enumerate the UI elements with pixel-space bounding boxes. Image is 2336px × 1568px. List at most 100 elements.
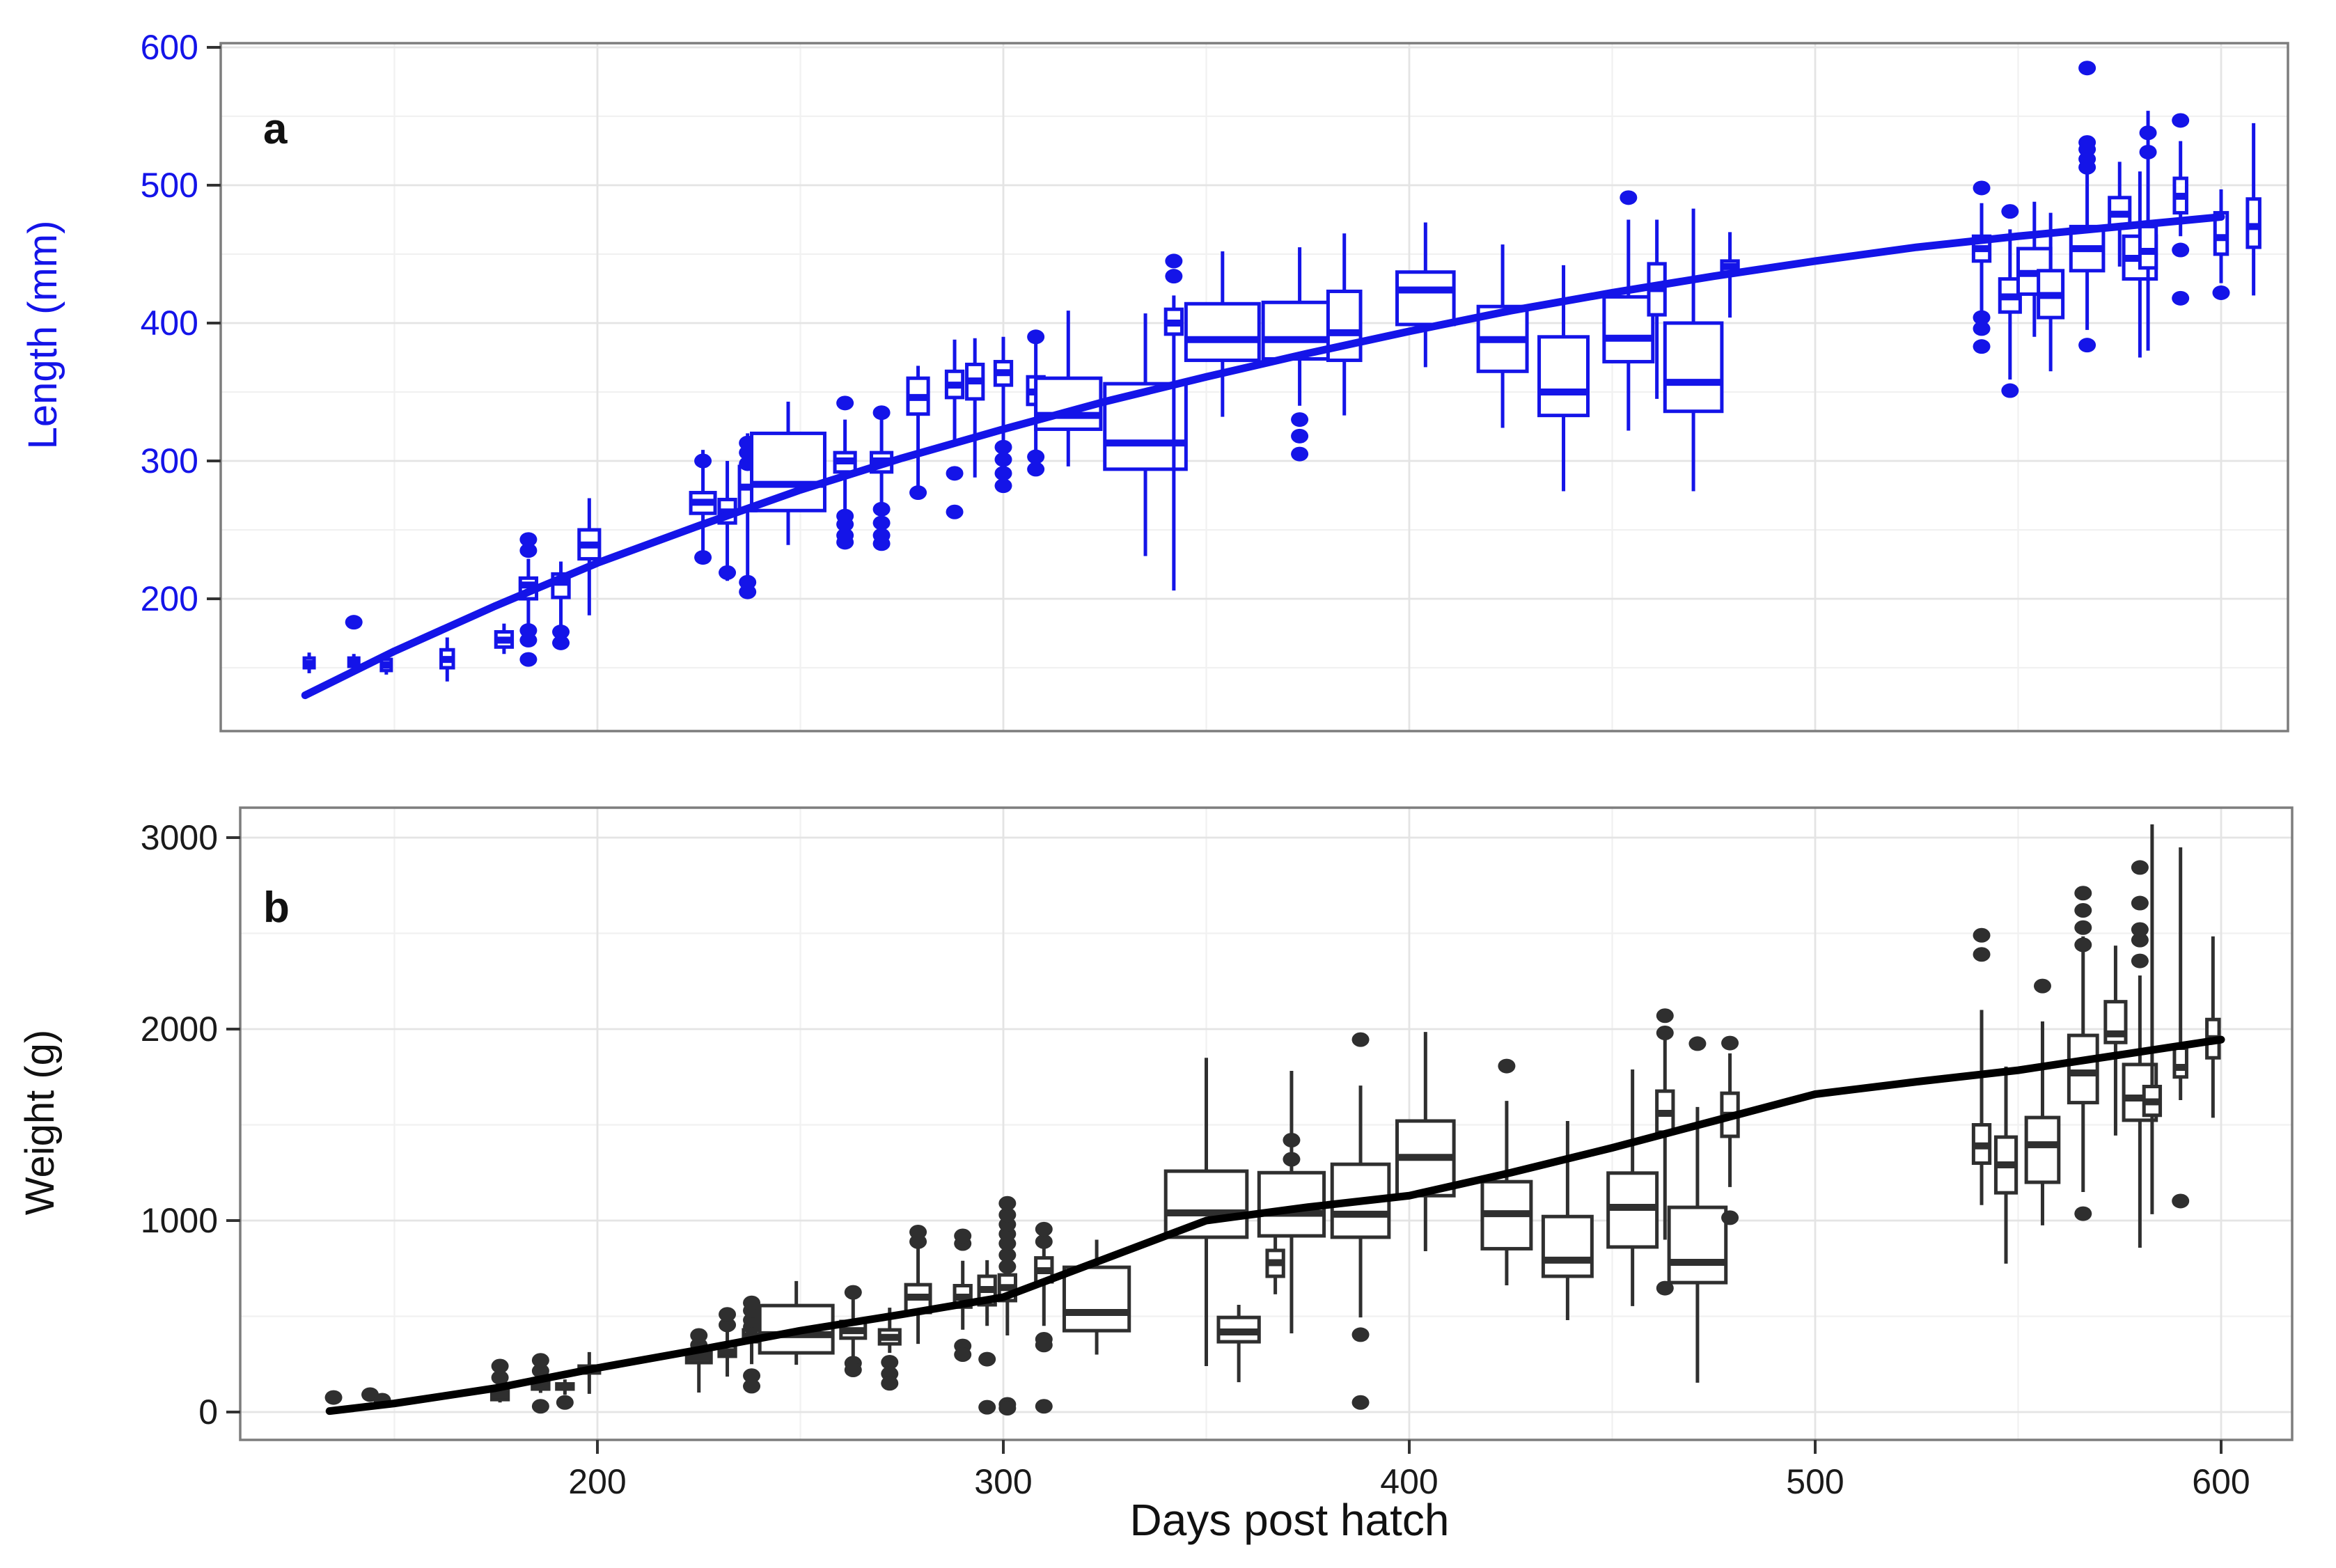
outlier-dot	[2131, 932, 2149, 948]
outlier-dot	[1291, 446, 1309, 462]
outlier-dot	[1027, 462, 1045, 477]
outlier-dot	[1351, 1327, 1370, 1342]
outlier-dot	[954, 1228, 972, 1244]
outlier-dot	[1656, 1026, 1674, 1040]
box-iqr	[750, 431, 826, 512]
outlier-dot	[2074, 1206, 2092, 1221]
outlier-dot	[1973, 927, 1991, 943]
panel-border	[219, 42, 2289, 732]
outlier-dot	[998, 1195, 1017, 1211]
outlier-dot	[519, 543, 538, 558]
outlier-dot	[998, 1259, 1017, 1274]
outlier-dot	[872, 405, 891, 421]
outlier-dot	[2172, 1193, 2190, 1209]
box-iqr	[2067, 1033, 2099, 1105]
y-tick-label: 600	[141, 28, 198, 67]
y-tick-label: 300	[141, 441, 198, 480]
outlier-dot	[1721, 1210, 1739, 1225]
x-tick-label: 200	[568, 1462, 626, 1501]
outlier-dot	[1291, 412, 1309, 428]
outlier-dot	[2139, 144, 2157, 159]
outlier-dot	[552, 625, 570, 640]
outlier-dot	[2172, 242, 2190, 258]
outlier-dot	[1620, 190, 1638, 205]
outlier-dot	[694, 453, 712, 469]
x-tick-label: 600	[2192, 1462, 2250, 1501]
outlier-dot	[1291, 428, 1309, 444]
outlier-dot	[844, 1285, 862, 1300]
y-tick-label: 500	[141, 166, 198, 205]
outlier-dot	[739, 574, 757, 590]
outlier-dot	[998, 1207, 1017, 1223]
outlier-dot	[1283, 1152, 1301, 1167]
outlier-dot	[998, 1248, 1017, 1262]
y-tick-label: 0	[198, 1393, 218, 1432]
outlier-dot	[872, 501, 891, 517]
panel-b-label: b	[263, 884, 290, 932]
box-iqr	[1395, 270, 1456, 327]
outlier-dot	[743, 1379, 761, 1394]
box-iqr	[1537, 335, 1590, 418]
outlier-dot	[1035, 1221, 1053, 1237]
y-axis-title-length: Length (mm)	[20, 220, 65, 450]
outlier-dot	[2172, 113, 2190, 128]
outlier-dot	[719, 1307, 737, 1322]
x-tick-label: 400	[1380, 1462, 1438, 1501]
outlier-dot	[531, 1353, 549, 1368]
outlier-dot	[556, 1395, 574, 1410]
outlier-dot	[690, 1328, 708, 1343]
outlier-dot	[1035, 1338, 1053, 1353]
outlier-dot	[1035, 1234, 1053, 1249]
y-axis-title-weight: Weight (g)	[17, 1029, 63, 1216]
trend-curve	[301, 213, 2225, 700]
x-tick-label: 300	[974, 1462, 1032, 1501]
outlier-dot	[909, 1225, 927, 1239]
outlier-dot	[1165, 253, 1183, 269]
outlier-dot	[881, 1355, 899, 1370]
outlier-dot	[994, 452, 1012, 467]
outlier-dot	[2131, 922, 2149, 937]
box-iqr	[1163, 1169, 1249, 1239]
outlier-dot	[1656, 1008, 1674, 1024]
outlier-dot	[1035, 1399, 1053, 1414]
outlier-dot	[881, 1376, 899, 1391]
outlier-dot	[844, 1363, 862, 1377]
y-tick-label: 2000	[141, 1010, 218, 1049]
outlier-dot	[2078, 338, 2096, 353]
outlier-dot	[1165, 269, 1183, 284]
outlier-dot	[1656, 1280, 1674, 1296]
outlier-dot	[2074, 903, 2092, 918]
outlier-dot	[719, 1317, 737, 1333]
x-tick-label: 500	[1786, 1462, 1844, 1501]
outlier-dot	[719, 565, 737, 580]
y-tick-label: 200	[141, 579, 198, 618]
outlier-dot	[519, 652, 538, 667]
outlier-dot	[994, 439, 1012, 455]
outlier-dot	[2212, 285, 2230, 300]
box-iqr	[1667, 1205, 1728, 1285]
outlier-dot	[743, 1368, 761, 1383]
outlier-dot	[531, 1399, 549, 1414]
outlier-dot	[946, 466, 964, 481]
outlier-dot	[2074, 937, 2092, 952]
outlier-dot	[1973, 339, 1991, 354]
box-iqr	[2213, 211, 2229, 256]
outlier-dot	[909, 485, 927, 501]
outlier-dot	[836, 508, 854, 524]
outlier-dot	[1351, 1395, 1370, 1410]
outlier-dot	[1027, 449, 1045, 464]
panel-a-label: a	[263, 105, 288, 153]
outlier-dot	[2131, 953, 2149, 969]
outlier-dot	[694, 550, 712, 565]
outlier-dot	[743, 1295, 761, 1310]
outlier-dot	[2131, 860, 2149, 875]
outlier-dot	[1721, 1035, 1739, 1051]
outlier-dot	[2033, 978, 2051, 994]
box-iqr	[1062, 1265, 1131, 1333]
outlier-dot	[2131, 895, 2149, 911]
trend-curve	[325, 1035, 2225, 1416]
outlier-dot	[994, 466, 1012, 481]
outlier-dot	[836, 395, 854, 411]
outlier-dot	[1973, 321, 1991, 336]
